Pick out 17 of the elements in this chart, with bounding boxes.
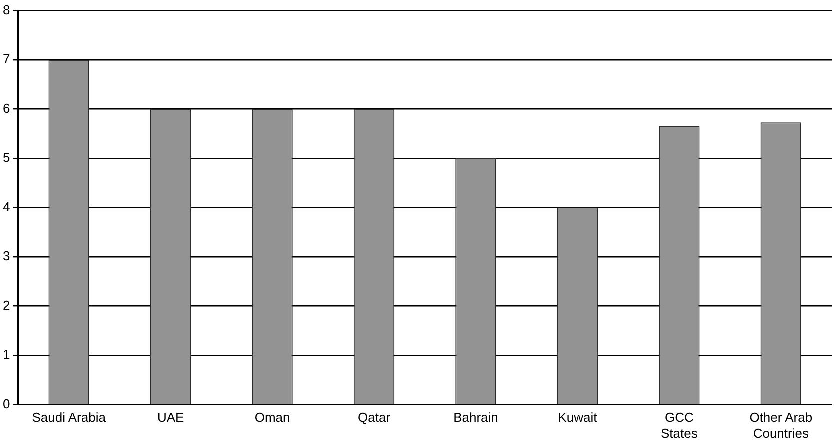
y-tick-label: 0: [2, 396, 10, 412]
y-tick-label: 3: [2, 248, 10, 264]
y-tick-label: 2: [2, 298, 10, 313]
x-tick-label: Bahrain: [454, 410, 498, 426]
x-tick-label: Oman: [254, 410, 290, 426]
y-tick-label: 8: [2, 2, 10, 18]
x-tick-label: Saudi Arabia: [32, 410, 107, 426]
x-tick-label: UAE: [157, 410, 185, 426]
x-tick-label: GCC States: [660, 410, 698, 441]
y-tick-label: 6: [2, 100, 10, 116]
y-tick-label: 5: [2, 150, 10, 166]
x-tick-label: Other Arab Countries: [750, 410, 813, 441]
x-tick-label: Kuwait: [558, 410, 598, 426]
y-tick-label: 4: [2, 199, 10, 214]
y-tick-label: 7: [2, 52, 10, 67]
x-tick-label: Qatar: [358, 410, 392, 426]
y-tick-label: 1: [2, 347, 10, 362]
